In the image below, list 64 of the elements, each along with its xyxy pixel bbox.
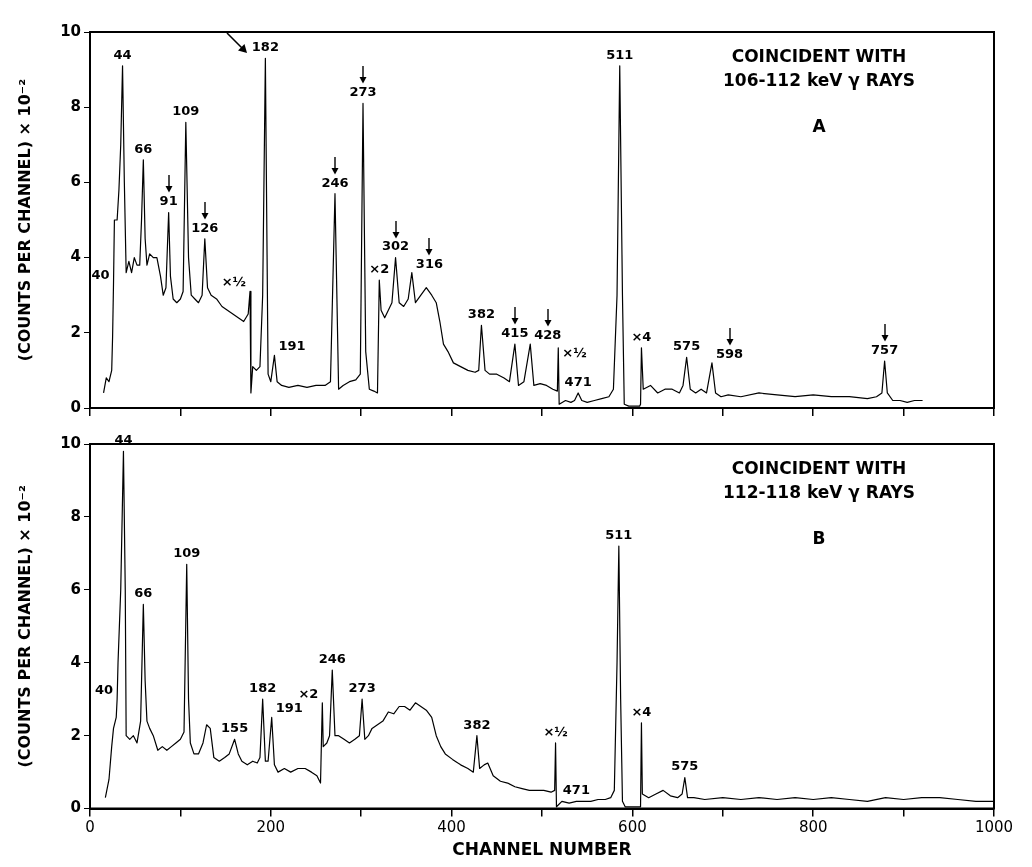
annotation: 511 [606, 46, 634, 62]
annotation: 155 [221, 720, 249, 736]
annotation: 109 [172, 103, 200, 119]
annotation: 382 [467, 306, 495, 322]
annotation: 273 [349, 84, 377, 100]
y-tick-label: 10 [60, 21, 81, 40]
y-tick-label: 4 [70, 247, 81, 266]
annotation: ×2 [369, 261, 390, 277]
annotation: 191 [275, 700, 303, 716]
annotation: ×4 [631, 328, 652, 344]
annotation: COINCIDENT WITH 106-112 keV γ RAYS [722, 45, 916, 90]
y-tick-label: 2 [70, 725, 81, 744]
annotation: 273 [348, 680, 376, 696]
y-tick-label: 6 [70, 579, 81, 598]
annotation: 182 [249, 680, 277, 696]
annotation: 246 [321, 174, 349, 190]
y-tick-label: 6 [70, 172, 81, 191]
annotation: 598 [715, 345, 744, 361]
annotation: 302 [381, 238, 410, 254]
annotation: 471 [564, 373, 592, 389]
annotation: ×½ [221, 274, 247, 290]
y-tick-label: 10 [60, 433, 81, 452]
annotation: 471 [562, 782, 590, 798]
x-tick-label: 800 [798, 818, 828, 837]
x-axis-title: CHANNEL NUMBER [452, 839, 632, 860]
y-tick-label: 8 [70, 506, 81, 525]
x-tick-label: 200 [256, 818, 286, 837]
y-tick-label: 0 [70, 798, 81, 817]
annotation: 126 [191, 219, 219, 235]
annotation: 40 [91, 266, 110, 282]
annotation: ×4 [631, 703, 652, 719]
x-tick-label: 1000 [974, 818, 1014, 837]
annotation: 40 [95, 682, 114, 698]
annotation: 66 [134, 140, 153, 156]
annotation: 511 [605, 526, 633, 542]
annotation: 575 [671, 758, 699, 774]
annotation: ×½ [562, 344, 587, 360]
annotation: 382 [463, 716, 491, 732]
annotation: 191 [278, 338, 306, 354]
x-tick-label: 600 [618, 818, 647, 837]
annotation: ×2 [298, 685, 319, 701]
y-axis-title: (COUNTS PER CHANNEL) × 10⁻² [14, 78, 34, 362]
y-tick-label: 0 [70, 397, 81, 416]
annotation: 246 [318, 650, 346, 666]
annotation: 91 [159, 193, 178, 209]
annotation: COINCIDENT WITH 112-118 keV γ RAYS [722, 457, 916, 502]
annotation: 316 [415, 255, 443, 271]
y-tick-label: 2 [70, 322, 81, 341]
annotation: 44 [113, 46, 132, 62]
annotation: 66 [134, 585, 153, 601]
annotation: 428 [534, 326, 562, 342]
y-tick-label: 4 [70, 652, 81, 671]
annotation: 182 [251, 39, 279, 55]
annotation: A [812, 115, 827, 136]
x-tick-label: 0 [85, 818, 95, 837]
y-tick-label: 8 [70, 97, 81, 116]
annotation: B [812, 527, 826, 548]
annotation: 757 [871, 341, 899, 357]
x-tick-label: 400 [437, 818, 466, 837]
annotation: 575 [673, 338, 701, 354]
annotation: 109 [173, 545, 201, 561]
annotation: 415 [501, 324, 529, 340]
annotation: ×½ [543, 723, 568, 739]
y-axis-title: (COUNTS PER CHANNEL) × 10⁻² [14, 485, 34, 768]
